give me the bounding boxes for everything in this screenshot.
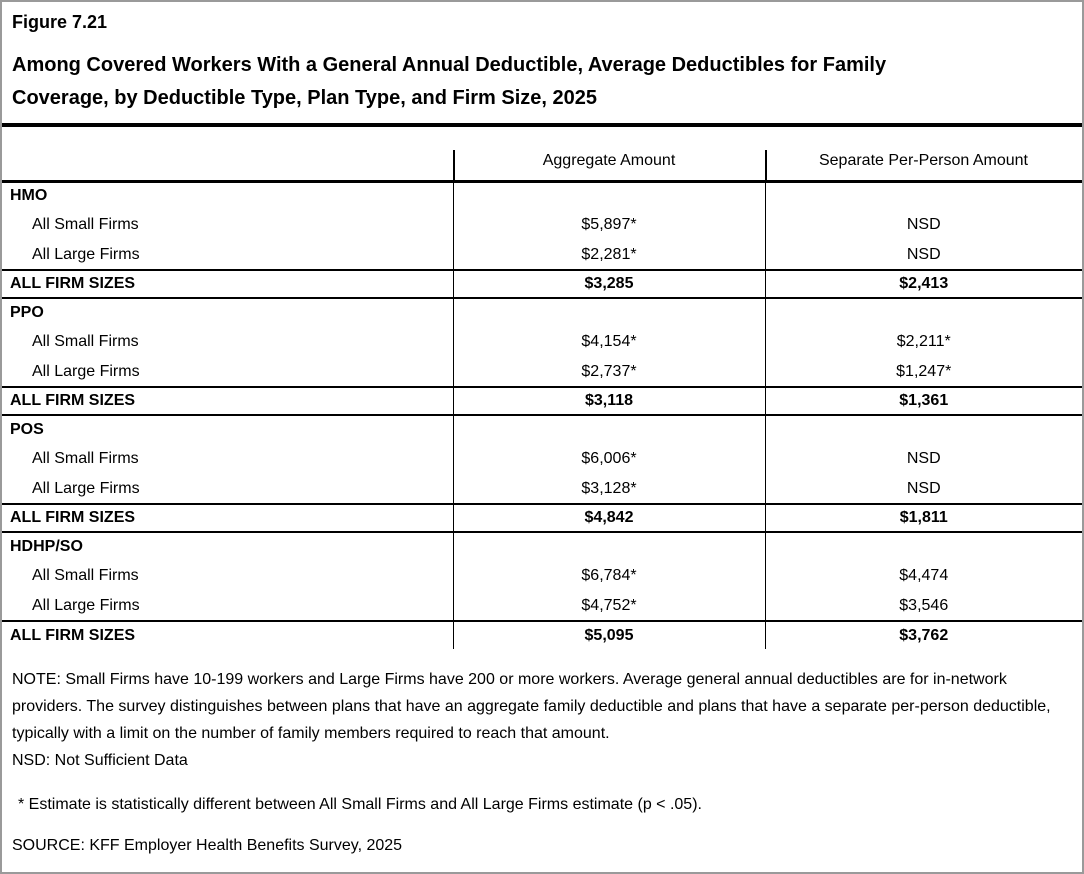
firm-size-row: All Large Firms $2,737* $1,247* — [2, 357, 1082, 387]
plan-type-cell: PPO — [2, 297, 453, 327]
firm-size-row: All Large Firms $4,752* $3,546 — [2, 591, 1082, 621]
firm-size-row: All Large Firms $2,281* NSD — [2, 240, 1082, 270]
aggregate-empty-cell — [452, 297, 765, 327]
plan-type-cell: POS — [2, 414, 453, 444]
separate-value-cell: NSD — [764, 210, 1082, 240]
footnotes-block: NOTE: Small Firms have 10-199 workers an… — [2, 666, 1082, 859]
all-firm-sizes-row: ALL FIRM SIZES $4,842 $1,811 — [2, 503, 1082, 532]
all-firm-sizes-row: ALL FIRM SIZES $5,095 $3,762 — [2, 620, 1082, 649]
all-firm-sizes-row: ALL FIRM SIZES $3,285 $2,413 — [2, 269, 1082, 298]
nsd-definition-text: NSD: Not Sufficient Data — [12, 752, 188, 769]
plan-type-cell: HMO — [2, 180, 453, 210]
deductibles-table: Aggregate Amount Separate Per-Person Amo… — [2, 127, 1082, 649]
firm-size-row: All Small Firms $6,006* NSD — [2, 444, 1082, 474]
separate-value-cell: NSD — [764, 240, 1082, 270]
firm-size-label-cell: All Large Firms — [32, 245, 140, 263]
separate-value-cell: NSD — [764, 474, 1082, 504]
separate-empty-cell — [764, 414, 1082, 444]
plan-type-row: HDHP/SO — [2, 531, 1082, 561]
separate-value-cell: $2,211* — [764, 327, 1082, 357]
firm-size-label-cell: All Small Firms — [32, 216, 139, 233]
aggregate-value-cell: $5,897* — [452, 210, 765, 240]
figure-title-line-1: Among Covered Workers With a General Ann… — [12, 54, 887, 76]
source-text: SOURCE: KFF Employer Health Benefits Sur… — [12, 837, 403, 854]
aggregate-total-cell: $3,118 — [452, 386, 765, 415]
figure-title: Among Covered Workers With a General Ann… — [12, 49, 1072, 115]
aggregate-value-cell: $3,128* — [452, 474, 765, 504]
aggregate-value-cell: $4,752* — [452, 591, 765, 621]
aggregate-total-cell: $4,842 — [452, 503, 765, 532]
firm-size-label-cell: All Small Firms — [32, 333, 139, 350]
separate-value-cell: NSD — [764, 444, 1082, 474]
plan-type-cell: HDHP/SO — [2, 531, 453, 561]
all-firm-sizes-label-cell: ALL FIRM SIZES — [2, 386, 453, 415]
separate-empty-cell — [764, 180, 1082, 210]
firm-size-label-cell: All Large Firms — [32, 596, 140, 614]
firm-size-row: All Large Firms $3,128* NSD — [2, 474, 1082, 504]
all-firm-sizes-row: ALL FIRM SIZES $3,118 $1,361 — [2, 386, 1082, 415]
firm-size-label-cell: All Small Firms — [32, 567, 139, 584]
aggregate-total-cell: $3,285 — [452, 269, 765, 298]
separate-total-cell: $1,811 — [764, 503, 1082, 532]
separate-value-cell: $4,474 — [764, 561, 1082, 591]
aggregate-value-cell: $2,281* — [452, 240, 765, 270]
plan-type-row: PPO — [2, 297, 1082, 327]
all-firm-sizes-label-cell: ALL FIRM SIZES — [2, 620, 453, 649]
aggregate-value-cell: $6,784* — [452, 561, 765, 591]
all-firm-sizes-label-cell: ALL FIRM SIZES — [2, 269, 453, 298]
all-firm-sizes-label-cell: ALL FIRM SIZES — [2, 503, 453, 532]
separate-value-cell: $3,546 — [764, 591, 1082, 621]
plan-type-row: POS — [2, 414, 1082, 444]
figure-header: Figure 7.21 Among Covered Workers With a… — [2, 2, 1082, 115]
figure-number-label: Figure 7.21 — [12, 12, 108, 32]
figure-title-line-2: Coverage, by Deductible Type, Plan Type,… — [12, 87, 597, 109]
firm-size-row: All Small Firms $5,897* NSD — [2, 210, 1082, 240]
separate-total-cell: $3,762 — [764, 620, 1082, 649]
separate-total-cell: $1,361 — [764, 386, 1082, 415]
aggregate-amount-column-header: Aggregate Amount — [453, 127, 765, 183]
plan-type-row: HMO — [2, 180, 1082, 210]
aggregate-total-cell: $5,095 — [452, 620, 765, 649]
aggregate-empty-cell — [452, 414, 765, 444]
separate-per-person-column-header: Separate Per-Person Amount — [765, 127, 1082, 183]
aggregate-value-cell: $2,737* — [452, 357, 765, 387]
separate-total-cell: $2,413 — [764, 269, 1082, 298]
aggregate-empty-cell — [452, 180, 765, 210]
separate-value-cell: $1,247* — [764, 357, 1082, 387]
row-label-column-header — [2, 127, 453, 183]
title-divider-rule — [2, 123, 1082, 127]
firm-size-label-cell: All Large Firms — [32, 362, 140, 380]
separate-empty-cell — [764, 531, 1082, 561]
aggregate-empty-cell — [452, 531, 765, 561]
firm-size-row: All Small Firms $6,784* $4,474 — [2, 561, 1082, 591]
table-body: HMO All Small Firms $5,897* NSD All Large Fi… — [2, 180, 1082, 649]
table-header-row: Aggregate Amount Separate Per-Person Amo… — [2, 127, 1082, 183]
separate-empty-cell — [764, 297, 1082, 327]
aggregate-value-cell: $6,006* — [452, 444, 765, 474]
note-text: NOTE: Small Firms have 10-199 workers an… — [12, 671, 1051, 742]
firm-size-row: All Small Firms $4,154* $2,211* — [2, 327, 1082, 357]
firm-size-label-cell: All Large Firms — [32, 479, 140, 497]
firm-size-label-cell: All Small Firms — [32, 450, 139, 467]
table-header: Aggregate Amount Separate Per-Person Amo… — [2, 127, 1082, 183]
aggregate-value-cell: $4,154* — [452, 327, 765, 357]
significance-footnote-text: * Estimate is statistically different be… — [18, 796, 702, 813]
